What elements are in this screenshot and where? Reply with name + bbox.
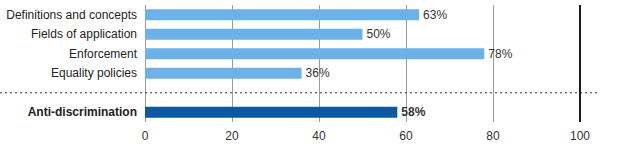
svg-text:40: 40 [312, 129, 326, 143]
svg-text:Definitions and concepts: Definitions and concepts [6, 8, 137, 22]
svg-text:63%: 63% [423, 8, 447, 22]
svg-text:78%: 78% [488, 47, 512, 61]
svg-text:Equality policies: Equality policies [51, 66, 137, 80]
svg-text:80: 80 [486, 129, 500, 143]
svg-text:20: 20 [225, 129, 239, 143]
svg-text:36%: 36% [306, 66, 330, 80]
svg-text:58%: 58% [401, 105, 425, 119]
svg-text:Enforcement: Enforcement [69, 47, 138, 61]
svg-text:60: 60 [399, 129, 413, 143]
svg-text:0: 0 [142, 129, 149, 143]
svg-text:Fields of application: Fields of application [31, 27, 137, 41]
svg-text:50%: 50% [367, 27, 391, 41]
svg-text:Anti-discrimination: Anti-discrimination [28, 105, 137, 119]
svg-text:100: 100 [570, 129, 590, 143]
